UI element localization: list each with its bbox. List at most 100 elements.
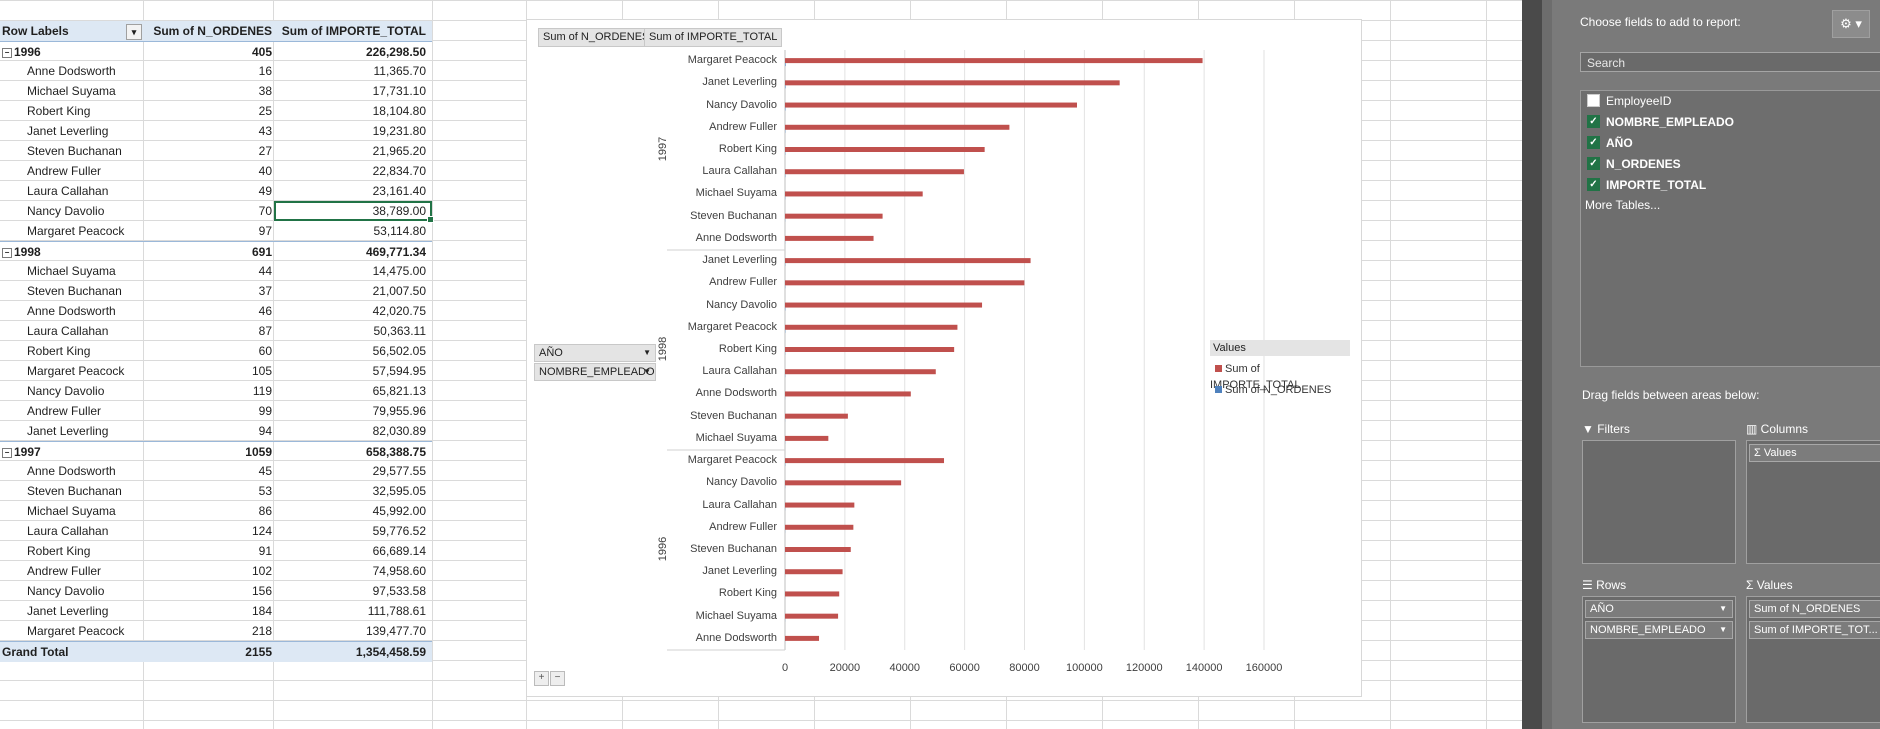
bar-importe[interactable] xyxy=(785,147,985,152)
axis-field-button-ano[interactable]: AÑO ▼ xyxy=(534,344,656,362)
importe-total-cell[interactable]: 57,594.95 xyxy=(372,364,426,378)
values-item-n-ordenes[interactable]: Sum of N_ORDENES▼ xyxy=(1749,600,1880,618)
table-row[interactable]: Anne Dodsworth 16 11,365.70 xyxy=(0,61,432,81)
importe-total-cell[interactable]: 82,030.89 xyxy=(372,424,426,438)
row-label-cell[interactable]: Margaret Peacock xyxy=(27,621,167,641)
n-ordenes-cell[interactable]: 46 xyxy=(258,304,272,318)
n-ordenes-cell[interactable]: 97 xyxy=(258,224,272,238)
importe-total-cell[interactable]: 111,788.61 xyxy=(367,604,426,618)
n-ordenes-cell[interactable]: 99 xyxy=(258,404,272,418)
bar-importe[interactable] xyxy=(785,124,1010,130)
n-ordenes-cell[interactable]: 40 xyxy=(258,164,272,178)
importe-total-cell[interactable]: 56,502.05 xyxy=(372,344,426,358)
bar-importe[interactable] xyxy=(785,591,840,597)
n-ordenes-cell[interactable]: 105 xyxy=(251,364,272,378)
importe-total-cell[interactable]: 42,020.75 xyxy=(372,304,426,318)
row-label-cell[interactable]: −1998 xyxy=(2,242,142,262)
table-row[interactable]: Robert King 25 18,104.80 xyxy=(0,101,432,121)
table-row[interactable]: Robert King 60 56,502.05 xyxy=(0,341,432,361)
bar-importe[interactable] xyxy=(785,80,1120,86)
importe-total-cell[interactable]: 59,776.52 xyxy=(372,524,426,538)
row-label-cell[interactable]: Steven Buchanan xyxy=(27,281,167,301)
bar-importe[interactable] xyxy=(785,458,945,464)
importe-total-cell[interactable]: 469,771.34 xyxy=(365,245,426,259)
n-ordenes-cell[interactable]: 44 xyxy=(258,264,272,278)
importe-total-cell[interactable]: 38,789.00 xyxy=(372,204,426,218)
importe-total-cell[interactable]: 32,595.05 xyxy=(372,484,426,498)
bar-n-ordenes[interactable] xyxy=(785,85,786,89)
table-row[interactable]: Janet Leverling 94 82,030.89 xyxy=(0,421,432,441)
table-row[interactable]: Steven Buchanan 37 21,007.50 xyxy=(0,281,432,301)
row-label-cell[interactable]: Laura Callahan xyxy=(27,521,167,541)
row-label-cell[interactable]: Nancy Davolio xyxy=(27,201,167,221)
n-ordenes-cell[interactable]: 70 xyxy=(258,204,272,218)
row-label-cell[interactable]: Janet Leverling xyxy=(27,601,167,621)
values-drop-area[interactable]: Sum of N_ORDENES▼ Sum of IMPORTE_TOT...▼ xyxy=(1746,596,1880,723)
filter-dropdown-icon[interactable]: ▾ xyxy=(126,24,142,40)
collapse-field-button[interactable]: − xyxy=(550,671,565,686)
row-label-cell[interactable]: Robert King xyxy=(27,101,167,121)
importe-total-cell[interactable]: 21,007.50 xyxy=(372,284,426,298)
pivot-year-row[interactable]: −1996 405 226,298.50 xyxy=(0,41,432,62)
checkbox-checked-icon[interactable]: ✓ xyxy=(1587,178,1600,192)
n-ordenes-cell[interactable]: 27 xyxy=(258,144,272,158)
table-row[interactable]: Janet Leverling 43 19,231.80 xyxy=(0,121,432,141)
bar-importe[interactable] xyxy=(785,635,820,641)
row-label-cell[interactable]: −1996 xyxy=(2,42,142,62)
n-ordenes-cell[interactable]: 2155 xyxy=(245,645,272,659)
bar-importe[interactable] xyxy=(785,58,1203,64)
n-ordenes-cell[interactable]: 184 xyxy=(251,604,272,618)
row-label-cell[interactable]: Laura Callahan xyxy=(27,321,167,341)
table-row[interactable]: Nancy Davolio 70 38,789.00 xyxy=(0,201,432,221)
field-search-input[interactable]: Search ⌕ xyxy=(1580,52,1880,72)
table-row[interactable]: Margaret Peacock 105 57,594.95 xyxy=(0,361,432,381)
columns-values-item[interactable]: Σ Values▼ xyxy=(1749,444,1880,462)
n-ordenes-cell[interactable]: 405 xyxy=(251,45,272,59)
pivot-year-row[interactable]: −1998 691 469,771.34 xyxy=(0,241,432,262)
bar-importe[interactable] xyxy=(785,413,848,419)
importe-total-cell[interactable]: 18,104.80 xyxy=(372,104,426,118)
checkbox-icon[interactable] xyxy=(1587,94,1600,108)
row-label-cell[interactable]: Andrew Fuller xyxy=(27,401,167,421)
row-label-cell[interactable]: Margaret Peacock xyxy=(27,221,167,241)
n-ordenes-cell[interactable]: 124 xyxy=(251,524,272,538)
importe-total-cell[interactable]: 658,388.75 xyxy=(365,445,426,459)
row-label-cell[interactable]: Janet Leverling xyxy=(27,121,167,141)
expand-field-button[interactable]: + xyxy=(534,671,549,686)
row-label-cell[interactable]: Robert King xyxy=(27,541,167,561)
gear-icon[interactable]: ⚙ ▾ xyxy=(1832,10,1870,38)
row-label-cell[interactable]: Anne Dodsworth xyxy=(27,461,167,481)
n-ordenes-cell[interactable]: 119 xyxy=(252,384,272,398)
table-row[interactable]: Andrew Fuller 102 74,958.60 xyxy=(0,561,432,581)
table-row[interactable]: Steven Buchanan 53 32,595.05 xyxy=(0,481,432,501)
grand-total-row[interactable]: Grand Total 2155 1,354,458.59 xyxy=(0,641,432,662)
n-ordenes-header[interactable]: Sum of N_ORDENES xyxy=(153,24,272,38)
axis-field-button-nombre[interactable]: NOMBRE_EMPLEADO ▼ xyxy=(534,363,656,381)
row-label-cell[interactable]: Nancy Davolio xyxy=(27,381,167,401)
fill-handle[interactable] xyxy=(427,216,434,223)
rows-item-nombre[interactable]: NOMBRE_EMPLEADO ▼ xyxy=(1585,621,1733,639)
importe-total-cell[interactable]: 23,161.40 xyxy=(372,184,426,198)
bar-importe[interactable] xyxy=(785,613,839,619)
importe-total-cell[interactable]: 11,365.70 xyxy=(373,64,427,78)
pane-splitter[interactable] xyxy=(1522,0,1542,729)
checkbox-checked-icon[interactable]: ✓ xyxy=(1587,115,1600,129)
selected-cell[interactable] xyxy=(274,201,434,223)
importe-total-cell[interactable]: 21,965.20 xyxy=(372,144,426,158)
table-row[interactable]: Margaret Peacock 97 53,114.80 xyxy=(0,221,432,241)
importe-total-cell[interactable]: 14,475.00 xyxy=(372,264,426,278)
n-ordenes-cell[interactable]: 218 xyxy=(251,624,272,638)
row-label-cell[interactable]: Michael Suyama xyxy=(27,81,167,101)
table-row[interactable]: Andrew Fuller 40 22,834.70 xyxy=(0,161,432,181)
n-ordenes-cell[interactable]: 25 xyxy=(258,104,272,118)
row-label-cell[interactable]: Steven Buchanan xyxy=(27,141,167,161)
table-row[interactable]: Margaret Peacock 218 139,477.70 xyxy=(0,621,432,641)
n-ordenes-cell[interactable]: 94 xyxy=(258,424,272,438)
columns-drop-area[interactable]: Σ Values▼ xyxy=(1746,440,1880,564)
n-ordenes-cell[interactable]: 16 xyxy=(258,64,272,78)
more-tables-link[interactable]: More Tables... xyxy=(1585,198,1661,212)
importe-total-cell[interactable]: 19,231.80 xyxy=(372,124,426,138)
row-label-cell[interactable]: Andrew Fuller xyxy=(27,561,167,581)
row-label-cell[interactable]: Anne Dodsworth xyxy=(27,301,167,321)
table-row[interactable]: Nancy Davolio 119 65,821.13 xyxy=(0,381,432,401)
